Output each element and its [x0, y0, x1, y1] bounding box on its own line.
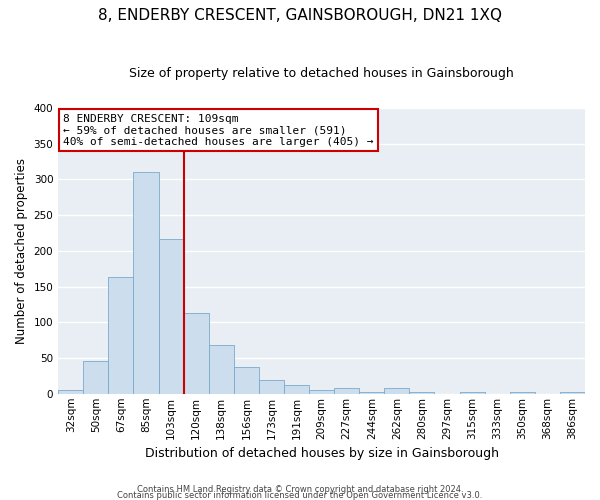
Bar	[560, 392, 585, 394]
Text: Contains HM Land Registry data © Crown copyright and database right 2024.: Contains HM Land Registry data © Crown c…	[137, 485, 463, 494]
Bar	[158, 240, 184, 394]
Bar	[109, 278, 133, 394]
Bar	[133, 172, 158, 394]
Text: 8 ENDERBY CRESCENT: 109sqm
← 59% of detached houses are smaller (591)
40% of sem: 8 ENDERBY CRESCENT: 109sqm ← 59% of deta…	[64, 114, 374, 147]
Bar	[284, 385, 309, 394]
Bar	[184, 313, 209, 394]
Bar	[409, 392, 434, 394]
Bar	[83, 361, 109, 394]
Bar	[309, 390, 334, 394]
Bar	[334, 388, 359, 394]
Y-axis label: Number of detached properties: Number of detached properties	[15, 158, 28, 344]
Bar	[385, 388, 409, 394]
Bar	[209, 345, 234, 394]
Bar	[460, 392, 485, 394]
Bar	[58, 390, 83, 394]
Bar	[510, 392, 535, 394]
Bar	[359, 392, 385, 394]
Title: Size of property relative to detached houses in Gainsborough: Size of property relative to detached ho…	[129, 68, 514, 80]
Text: Contains public sector information licensed under the Open Government Licence v3: Contains public sector information licen…	[118, 490, 482, 500]
Text: 8, ENDERBY CRESCENT, GAINSBOROUGH, DN21 1XQ: 8, ENDERBY CRESCENT, GAINSBOROUGH, DN21 …	[98, 8, 502, 22]
Bar	[234, 366, 259, 394]
X-axis label: Distribution of detached houses by size in Gainsborough: Distribution of detached houses by size …	[145, 447, 499, 460]
Bar	[259, 380, 284, 394]
